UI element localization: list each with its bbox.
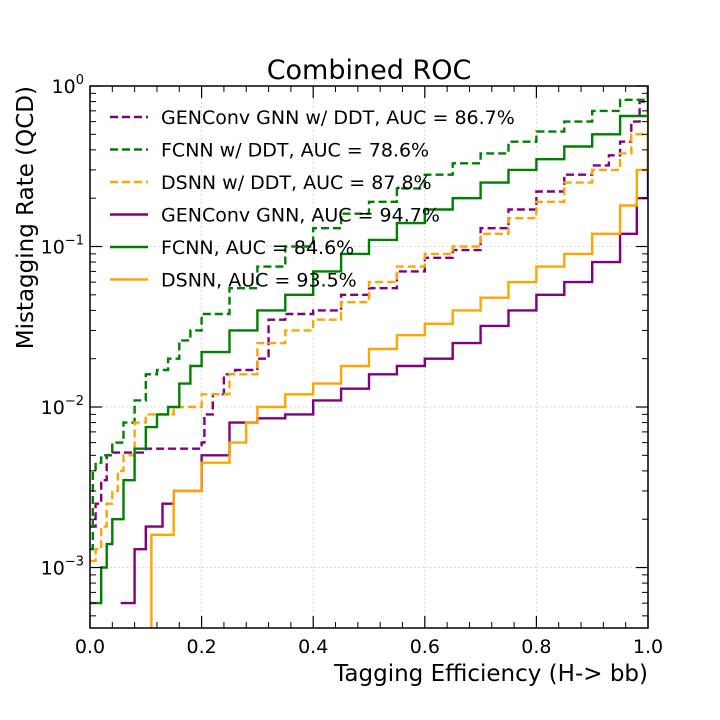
x-tick-label: 0.0 xyxy=(75,636,105,658)
y-tick-label: 100 xyxy=(52,73,84,98)
y-tick-label: 10−2 xyxy=(41,394,84,419)
x-tick-label: 0.6 xyxy=(410,636,440,658)
axis-ticks xyxy=(89,85,649,628)
x-tick-labels: 0.0 0.2 0.4 0.6 0.8 1.0 xyxy=(75,636,663,658)
legend-label: FCNN w/ DDT, AUC = 78.6% xyxy=(161,140,429,162)
plot-frame xyxy=(89,85,649,629)
legend-label: FCNN, AUC = 84.6% xyxy=(161,237,354,259)
y-axis-label: Mistagging Rate (QCD) xyxy=(13,86,39,349)
legend-label: GENConv GNN, AUC = 94.7% xyxy=(161,205,440,227)
series-line-6 xyxy=(150,110,648,628)
x-tick-label: 0.8 xyxy=(521,636,551,658)
legend-label: DSNN, AUC = 93.5% xyxy=(161,270,357,292)
series-line-5 xyxy=(90,86,648,605)
series-line-1 xyxy=(90,86,648,528)
legend-label: GENConv GNN w/ DDT, AUC = 86.7% xyxy=(161,107,515,129)
y-tick-label: 10−3 xyxy=(41,555,84,580)
series-line-2 xyxy=(90,86,648,551)
y-tick-labels: 10−3 10−2 10−1 100 xyxy=(41,73,84,580)
legend-label: DSNN w/ DDT, AUC = 87.8% xyxy=(161,172,432,194)
x-axis-label: Tagging Efficiency (H-> bb) xyxy=(333,661,648,687)
y-tick-label: 10−1 xyxy=(41,234,84,259)
chart-title: Combined ROC xyxy=(267,55,472,86)
series-layer xyxy=(90,86,648,628)
x-tick-label: 0.4 xyxy=(298,636,328,658)
x-tick-label: 1.0 xyxy=(633,636,663,658)
x-tick-label: 0.2 xyxy=(186,636,216,658)
legend: GENConv GNN w/ DDT, AUC = 86.7% FCNN w/ D… xyxy=(110,107,515,292)
series-line-3 xyxy=(90,101,648,563)
